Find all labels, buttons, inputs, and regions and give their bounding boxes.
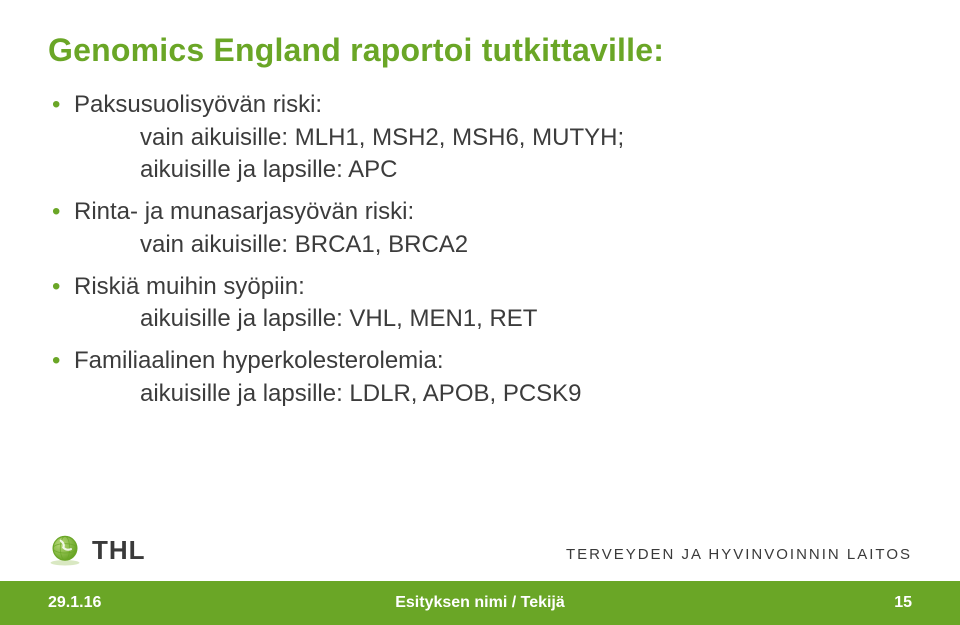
bullet-sub-item: aikuisille ja lapsille: LDLR, APOB, PCSK… <box>52 380 912 408</box>
bullet-marker-icon: • <box>52 347 74 376</box>
bullet-text: aikuisille ja lapsille: LDLR, APOB, PCSK… <box>140 380 582 407</box>
bullet-item: •Familiaalinen hyperkolesterolemia: <box>52 347 912 376</box>
footer-area: THL TERVEYDEN JA HYVINVOINNIN LAITOS 29.… <box>0 507 960 625</box>
bullet-sub-item: aikuisille ja lapsille: VHL, MEN1, RET <box>52 305 912 333</box>
slide: Genomics England raportoi tutkittaville:… <box>0 0 960 625</box>
bullet-marker-icon: • <box>52 273 74 302</box>
footer-bar: 29.1.16 Esityksen nimi / Tekijä 15 <box>0 581 960 625</box>
bullet-list: •Paksusuolisyövän riski:vain aikuisille:… <box>48 91 912 408</box>
bullet-text: vain aikuisille: BRCA1, BRCA2 <box>140 231 468 258</box>
bullet-text: Paksusuolisyövän riski: <box>74 91 322 119</box>
bullet-item: •Paksusuolisyövän riski: <box>52 91 912 120</box>
bullet-text: Familiaalinen hyperkolesterolemia: <box>74 347 444 375</box>
bullet-text: aikuisille ja lapsille: APC <box>140 156 397 183</box>
bullet-item: •Riskiä muihin syöpiin: <box>52 273 912 302</box>
footer-title: Esityksen nimi / Tekijä <box>395 594 565 612</box>
bullet-sub-item: vain aikuisille: BRCA1, BRCA2 <box>52 231 912 259</box>
content-area: Genomics England raportoi tutkittaville:… <box>0 0 960 408</box>
footer-date: 29.1.16 <box>48 594 101 612</box>
bullet-text: aikuisille ja lapsille: VHL, MEN1, RET <box>140 305 537 332</box>
footer-page-number: 15 <box>894 594 912 612</box>
bullet-sub-item: vain aikuisille: MLH1, MSH2, MSH6, MUTYH… <box>52 124 912 152</box>
bullet-text: vain aikuisille: MLH1, MSH2, MSH6, MUTYH… <box>140 124 624 151</box>
bullet-marker-icon: • <box>52 91 74 120</box>
bullet-text: Rinta- ja munasarjasyövän riski: <box>74 198 414 226</box>
page-title: Genomics England raportoi tutkittaville: <box>48 32 912 69</box>
bullet-text: Riskiä muihin syöpiin: <box>74 273 305 301</box>
bullet-item: •Rinta- ja munasarjasyövän riski: <box>52 198 912 227</box>
globe-shadow <box>51 560 80 565</box>
logo: THL <box>48 533 146 567</box>
globe-icon <box>48 533 82 567</box>
bullet-marker-icon: • <box>52 198 74 227</box>
bullet-sub-item: aikuisille ja lapsille: APC <box>52 156 912 184</box>
logo-text: THL <box>92 535 146 566</box>
tagline: TERVEYDEN JA HYVINVOINNIN LAITOS <box>566 546 912 563</box>
